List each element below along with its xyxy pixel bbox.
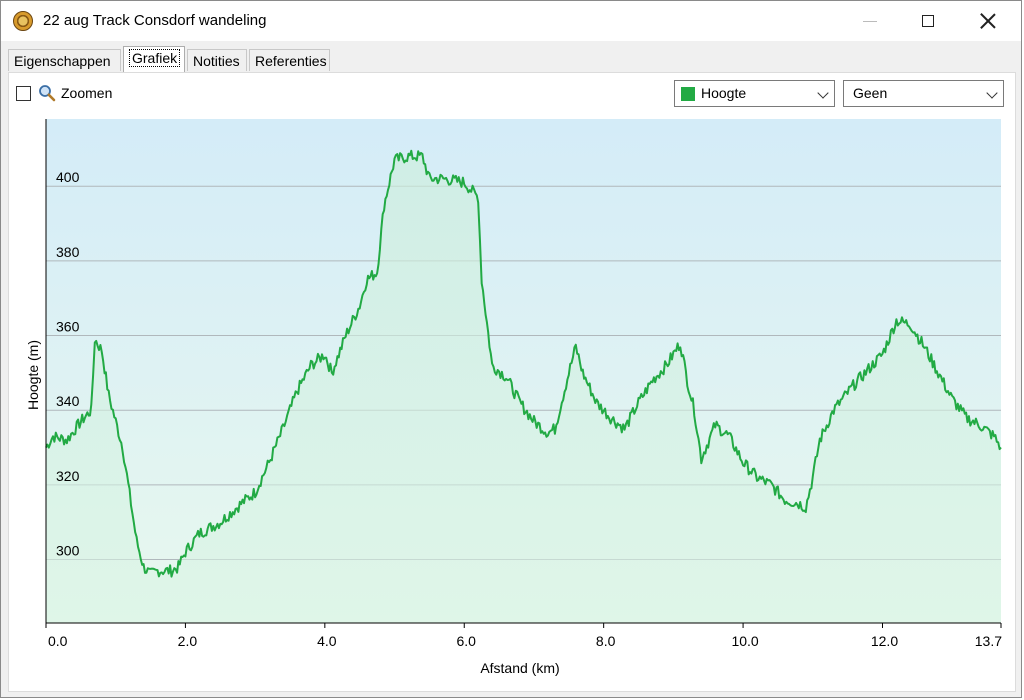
secondary-select-value: Geen (853, 85, 888, 101)
maximize-icon (922, 15, 934, 27)
tab-referenties[interactable]: Referenties (249, 49, 330, 71)
minimize-icon (863, 20, 877, 22)
window-title: 22 aug Track Consdorf wandeling (43, 12, 267, 29)
tab-label: Eigenschappen (14, 53, 111, 69)
chevron-down-icon (817, 87, 829, 99)
series-select-value: Hoogte (701, 85, 747, 101)
grafiek-panel (8, 72, 1016, 692)
chevron-down-icon (986, 87, 998, 99)
minimize-button[interactable] (847, 1, 893, 41)
series-color-swatch (681, 87, 695, 101)
tab-grafiek[interactable]: Grafiek (123, 46, 185, 72)
close-icon (980, 13, 996, 29)
tab-label: Notities (193, 53, 240, 69)
tab-eigenschappen[interactable]: Eigenschappen (8, 49, 121, 71)
series-select[interactable]: Hoogte (674, 80, 835, 107)
app-logo-icon (13, 11, 33, 31)
close-button[interactable] (965, 1, 1011, 41)
tab-notities[interactable]: Notities (187, 49, 247, 71)
zoom-checkbox[interactable] (16, 86, 31, 101)
tab-label: Referenties (255, 53, 327, 69)
title-bar: 22 aug Track Consdorf wandeling (1, 1, 1021, 41)
secondary-select[interactable]: Geen (843, 80, 1004, 107)
zoom-label: Zoomen (61, 85, 113, 101)
maximize-button[interactable] (905, 1, 951, 41)
magnifier-icon (39, 85, 56, 102)
tab-label: Grafiek (129, 49, 181, 67)
